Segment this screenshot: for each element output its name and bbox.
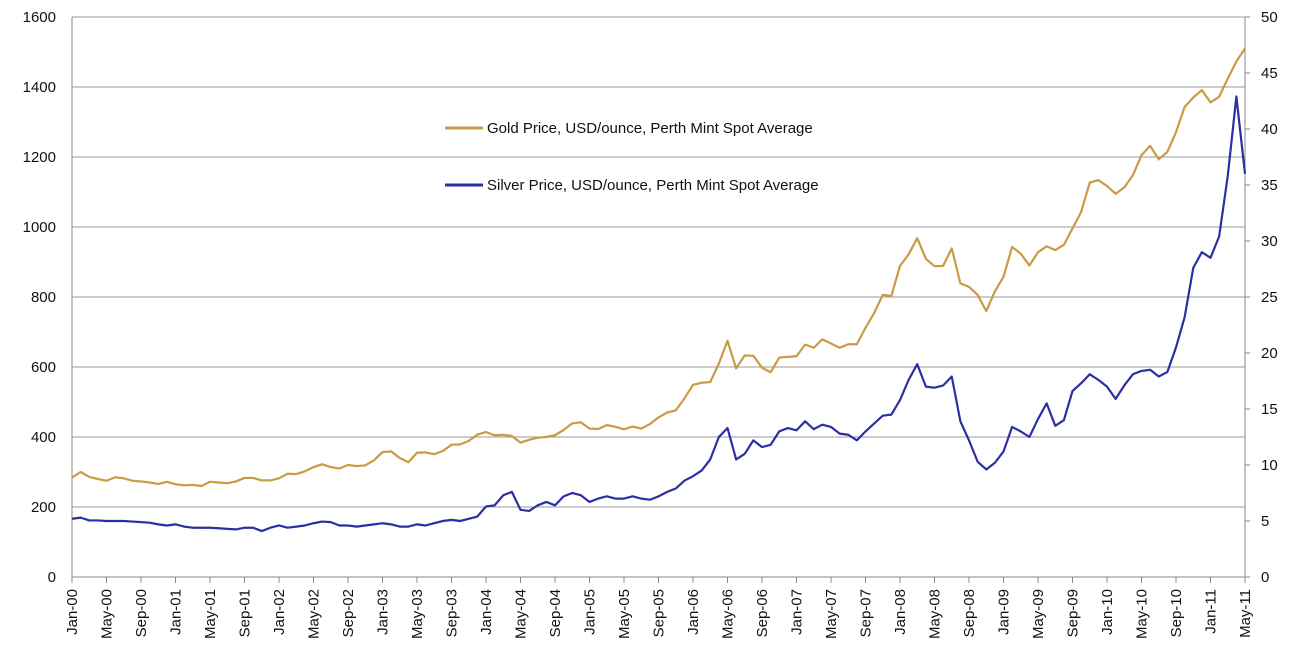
series-line [71,95,1247,533]
x-tick-label: May-08 [927,589,944,639]
y-tick-label: 1600 [23,9,56,26]
y2-tick-label: 15 [1261,401,1278,418]
y-tick-label: 600 [31,359,56,376]
x-tick-label: Jan-09 [996,589,1013,635]
x-tick-label: Jan-03 [375,589,392,635]
y-tick-label: 400 [31,429,56,446]
x-tick-label: Jan-08 [892,589,909,635]
x-tick-label: Jan-02 [271,589,288,635]
x-tick-label: Jan-06 [685,589,702,635]
x-tick-label: May-09 [1030,589,1047,639]
x-tick-label: May-00 [99,589,116,639]
legend-label: Gold Price, USD/ounce, Perth Mint Spot A… [487,120,813,137]
x-tick-label: May-01 [202,589,219,639]
x-tick-label: Jan-00 [64,589,81,635]
x-tick-label: Sep-05 [651,589,668,637]
x-tick-label: Jan-05 [582,589,599,635]
x-tick-label: May-07 [823,589,840,639]
x-tick-label: Sep-09 [1065,589,1082,637]
x-tick-label: Sep-06 [754,589,771,637]
x-tick-label: May-03 [409,589,426,639]
x-tick-label: Sep-10 [1168,589,1185,637]
x-tick-label: Sep-02 [340,589,357,637]
x-tick-label: Jan-10 [1099,589,1116,635]
y2-tick-label: 25 [1261,289,1278,306]
x-tick-label: May-05 [616,589,633,639]
y2-tick-label: 5 [1261,513,1269,530]
x-tick-label: Jan-07 [789,589,806,635]
x-tick-label: Jan-04 [478,589,495,635]
y-tick-label: 1400 [23,79,56,96]
x-tick-label: Jan-11 [1203,589,1220,634]
x-tick-label: May-10 [1134,589,1151,639]
x-tick-label: May-04 [513,589,530,639]
y2-tick-label: 30 [1261,233,1278,250]
x-tick-label: May-02 [306,589,323,639]
y-tick-label: 800 [31,289,56,306]
x-tick-label: May-06 [720,589,737,639]
x-tick-label: Sep-01 [237,589,254,637]
y2-tick-label: 35 [1261,177,1278,194]
x-tick-label: Sep-07 [858,589,875,637]
y2-tick-label: 50 [1261,9,1278,26]
y2-tick-label: 0 [1261,569,1269,586]
x-tick-label: Sep-03 [444,589,461,637]
legend-label: Silver Price, USD/ounce, Perth Mint Spot… [487,177,819,194]
y2-tick-label: 45 [1261,65,1278,82]
x-tick-label: Sep-00 [133,589,150,637]
y-tick-label: 1200 [23,149,56,166]
series-line [71,47,1246,488]
x-tick-label: Sep-04 [547,589,564,637]
x-tick-label: Sep-08 [961,589,978,637]
y-tick-label: 200 [31,499,56,516]
x-tick-label: Jan-01 [168,589,185,635]
y2-tick-label: 10 [1261,457,1278,474]
x-tick-label: May-11 [1237,589,1254,638]
y-tick-label: 0 [48,569,56,586]
y2-tick-label: 20 [1261,345,1278,362]
y2-tick-label: 40 [1261,121,1278,138]
y-tick-label: 1000 [23,219,56,236]
